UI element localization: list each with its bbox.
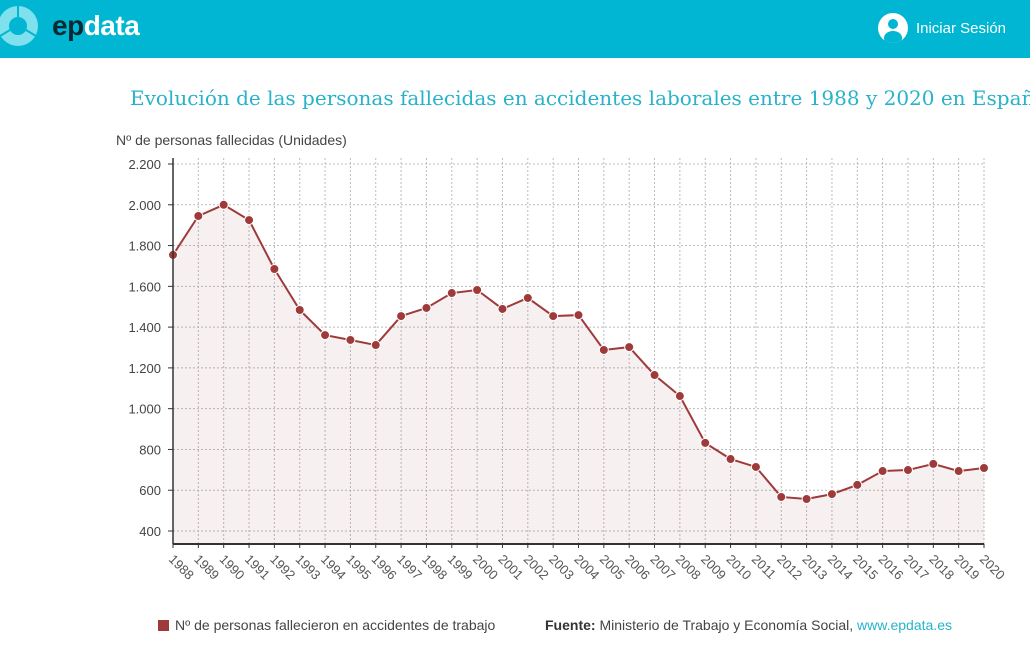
- data-point: [421, 302, 432, 313]
- data-point: [852, 479, 863, 490]
- data-point: [649, 370, 660, 381]
- x-tick-label: 1988: [166, 552, 197, 583]
- data-point: [928, 458, 939, 469]
- data-point: [370, 340, 381, 351]
- data-point: [396, 311, 407, 322]
- x-tick-label: 2009: [698, 552, 729, 583]
- y-tick-label: 2.200: [128, 157, 161, 172]
- x-tick-label: 2006: [622, 552, 653, 583]
- x-tick-label: 2020: [977, 552, 1008, 583]
- data-point: [700, 437, 711, 448]
- data-point: [573, 310, 584, 321]
- x-tick-label: 1999: [445, 552, 476, 583]
- y-tick-label: 1.200: [128, 361, 161, 376]
- data-point: [269, 264, 280, 275]
- brand-data: data: [83, 10, 140, 41]
- data-point: [218, 199, 229, 210]
- x-tick-label: 2011: [749, 552, 779, 582]
- data-point: [801, 493, 812, 504]
- y-tick-label: 600: [139, 483, 161, 498]
- source-text: Ministerio de Trabajo y Economía Social,: [599, 617, 854, 633]
- x-tick-label: 2015: [850, 552, 881, 583]
- x-tick-label: 2000: [470, 552, 501, 583]
- y-tick-label: 800: [139, 442, 161, 457]
- x-tick-label: 2018: [926, 552, 957, 583]
- x-tick-label: 2007: [647, 552, 678, 583]
- x-tick-label: 1994: [318, 552, 349, 583]
- legend-label: Nº de personas fallecieron en accidentes…: [175, 617, 496, 633]
- y-tick-label: 1.400: [128, 320, 161, 335]
- data-point: [776, 491, 787, 502]
- x-tick-label: 2017: [901, 552, 932, 583]
- chart-title: Evolución de las personas fallecidas en …: [130, 86, 1030, 110]
- user-icon: [877, 13, 908, 43]
- y-axis-label: Nº de personas fallecidas (Unidades): [116, 132, 347, 148]
- x-tick-label: 2014: [825, 552, 856, 583]
- x-tick-label: 1989: [191, 552, 222, 583]
- data-point: [979, 462, 989, 473]
- data-point: [598, 344, 609, 355]
- data-point: [522, 292, 533, 303]
- x-tick-label: 1997: [394, 552, 425, 583]
- x-tick-label: 1998: [419, 552, 450, 583]
- data-point: [193, 210, 204, 221]
- source-note: Fuente: Ministerio de Trabajo y Economía…: [545, 617, 952, 633]
- data-point: [244, 215, 255, 226]
- x-tick-label: 2008: [673, 552, 704, 583]
- header-bar: epdata Iniciar Sesión: [0, 0, 1030, 58]
- x-tick-label: 1992: [267, 552, 298, 583]
- data-point: [472, 285, 483, 296]
- y-tick-label: 400: [139, 524, 161, 539]
- data-point: [446, 288, 457, 299]
- area-fill: [173, 204, 984, 544]
- x-tick-label: 1993: [293, 552, 324, 583]
- login-label: Iniciar Sesión: [915, 19, 1006, 37]
- data-point: [345, 334, 356, 345]
- legend: Nº de personas fallecieron en accidentes…: [158, 617, 495, 633]
- y-tick-label: 1.600: [128, 279, 161, 294]
- x-tick-label: 2004: [571, 552, 602, 583]
- data-point: [953, 466, 964, 477]
- x-tick-label: 2001: [495, 552, 526, 583]
- x-tick-label: 2002: [521, 552, 552, 583]
- x-tick-label: 2012: [774, 552, 805, 583]
- data-point: [674, 391, 685, 402]
- legend-swatch: [158, 619, 169, 631]
- login-button[interactable]: Iniciar Sesión: [877, 13, 1006, 43]
- data-point: [877, 466, 888, 477]
- brand-ep: ep: [52, 10, 84, 41]
- x-tick-label: 1995: [343, 552, 374, 583]
- epdata-logo-icon[interactable]: [0, 4, 44, 48]
- data-point: [750, 461, 761, 472]
- y-tick-label: 1.000: [128, 402, 161, 417]
- x-tick-label: 2005: [597, 552, 628, 583]
- x-tick-label: 2019: [952, 552, 983, 583]
- x-tick-label: 2003: [546, 552, 577, 583]
- data-point: [826, 489, 837, 500]
- source-link[interactable]: www.epdata.es: [857, 617, 952, 633]
- data-point: [320, 330, 331, 341]
- data-point: [294, 304, 305, 315]
- data-point: [497, 303, 508, 314]
- y-tick-label: 2.000: [128, 198, 161, 213]
- data-point: [902, 465, 913, 476]
- data-point: [624, 342, 635, 353]
- y-tick-label: 1.800: [128, 239, 161, 254]
- x-tick-label: 2013: [799, 552, 830, 583]
- x-tick-label: 1990: [217, 552, 248, 583]
- brand-logo-text[interactable]: epdata: [52, 10, 140, 42]
- data-point: [725, 454, 736, 465]
- x-tick-label: 2010: [723, 552, 754, 583]
- data-point: [548, 311, 559, 322]
- x-tick-label: 2016: [876, 552, 907, 583]
- source-label: Fuente:: [545, 617, 596, 633]
- x-tick-label: 1991: [242, 552, 273, 583]
- x-tick-label: 1996: [369, 552, 400, 583]
